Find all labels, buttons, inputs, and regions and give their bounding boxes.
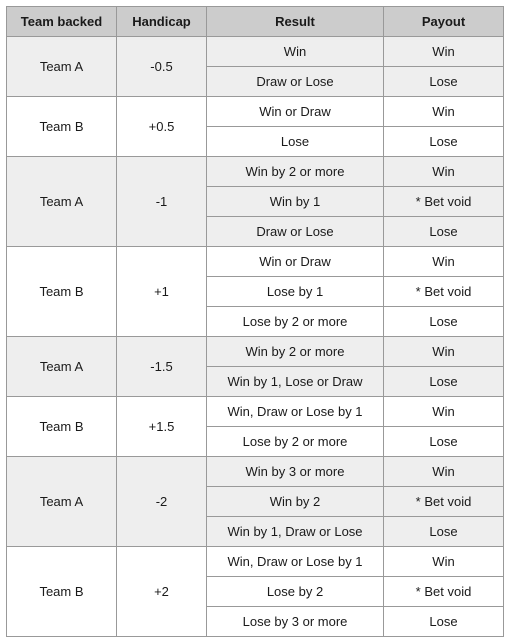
cell-payout: Lose	[384, 607, 504, 637]
cell-team: Team B	[7, 547, 117, 637]
cell-team: Team B	[7, 397, 117, 457]
cell-payout: Win	[384, 157, 504, 187]
cell-result: Win by 1	[207, 187, 384, 217]
cell-payout: Lose	[384, 367, 504, 397]
cell-payout: Win	[384, 37, 504, 67]
cell-handicap: -1.5	[117, 337, 207, 397]
col-payout: Payout	[384, 7, 504, 37]
table-row: Team A-2Win by 3 or moreWin	[7, 457, 504, 487]
cell-result: Win by 2 or more	[207, 337, 384, 367]
cell-result: Lose by 3 or more	[207, 607, 384, 637]
cell-handicap: -0.5	[117, 37, 207, 97]
cell-result: Win or Draw	[207, 97, 384, 127]
cell-payout: Lose	[384, 67, 504, 97]
table-row: Team B+1.5Win, Draw or Lose by 1Win	[7, 397, 504, 427]
cell-result: Win, Draw or Lose by 1	[207, 547, 384, 577]
cell-result: Win	[207, 37, 384, 67]
table-row: Team B+2Win, Draw or Lose by 1Win	[7, 547, 504, 577]
cell-team: Team A	[7, 157, 117, 247]
cell-payout: Lose	[384, 517, 504, 547]
cell-result: Win by 2	[207, 487, 384, 517]
cell-handicap: -1	[117, 157, 207, 247]
cell-handicap: +1	[117, 247, 207, 337]
table-row: Team A-1Win by 2 or moreWin	[7, 157, 504, 187]
cell-payout: Lose	[384, 307, 504, 337]
cell-payout: Win	[384, 337, 504, 367]
cell-team: Team A	[7, 457, 117, 547]
cell-payout: * Bet void	[384, 187, 504, 217]
cell-result: Draw or Lose	[207, 67, 384, 97]
cell-result: Lose by 1	[207, 277, 384, 307]
cell-result: Lose	[207, 127, 384, 157]
cell-result: Win, Draw or Lose by 1	[207, 397, 384, 427]
cell-result: Win or Draw	[207, 247, 384, 277]
cell-result: Draw or Lose	[207, 217, 384, 247]
table-row: Team B+1Win or DrawWin	[7, 247, 504, 277]
cell-payout: * Bet void	[384, 577, 504, 607]
cell-payout: Win	[384, 397, 504, 427]
cell-handicap: +2	[117, 547, 207, 637]
cell-payout: Lose	[384, 217, 504, 247]
cell-handicap: +0.5	[117, 97, 207, 157]
header-row: Team backed Handicap Result Payout	[7, 7, 504, 37]
cell-result: Win by 1, Lose or Draw	[207, 367, 384, 397]
cell-result: Win by 2 or more	[207, 157, 384, 187]
cell-payout: Win	[384, 457, 504, 487]
cell-payout: Win	[384, 547, 504, 577]
table-row: Team B+0.5Win or DrawWin	[7, 97, 504, 127]
cell-team: Team B	[7, 247, 117, 337]
table-row: Team A-0.5WinWin	[7, 37, 504, 67]
col-team: Team backed	[7, 7, 117, 37]
col-handicap: Handicap	[117, 7, 207, 37]
cell-payout: Lose	[384, 427, 504, 457]
cell-handicap: -2	[117, 457, 207, 547]
cell-result: Lose by 2 or more	[207, 427, 384, 457]
cell-team: Team A	[7, 337, 117, 397]
cell-payout: Lose	[384, 127, 504, 157]
cell-result: Win by 1, Draw or Lose	[207, 517, 384, 547]
cell-payout: Win	[384, 247, 504, 277]
cell-team: Team A	[7, 37, 117, 97]
cell-payout: * Bet void	[384, 277, 504, 307]
cell-payout: * Bet void	[384, 487, 504, 517]
table-row: Team A-1.5Win by 2 or moreWin	[7, 337, 504, 367]
cell-handicap: +1.5	[117, 397, 207, 457]
cell-result: Win by 3 or more	[207, 457, 384, 487]
col-result: Result	[207, 7, 384, 37]
cell-payout: Win	[384, 97, 504, 127]
cell-result: Lose by 2 or more	[207, 307, 384, 337]
handicap-table: Team backed Handicap Result Payout Team …	[6, 6, 504, 637]
cell-team: Team B	[7, 97, 117, 157]
cell-result: Lose by 2	[207, 577, 384, 607]
